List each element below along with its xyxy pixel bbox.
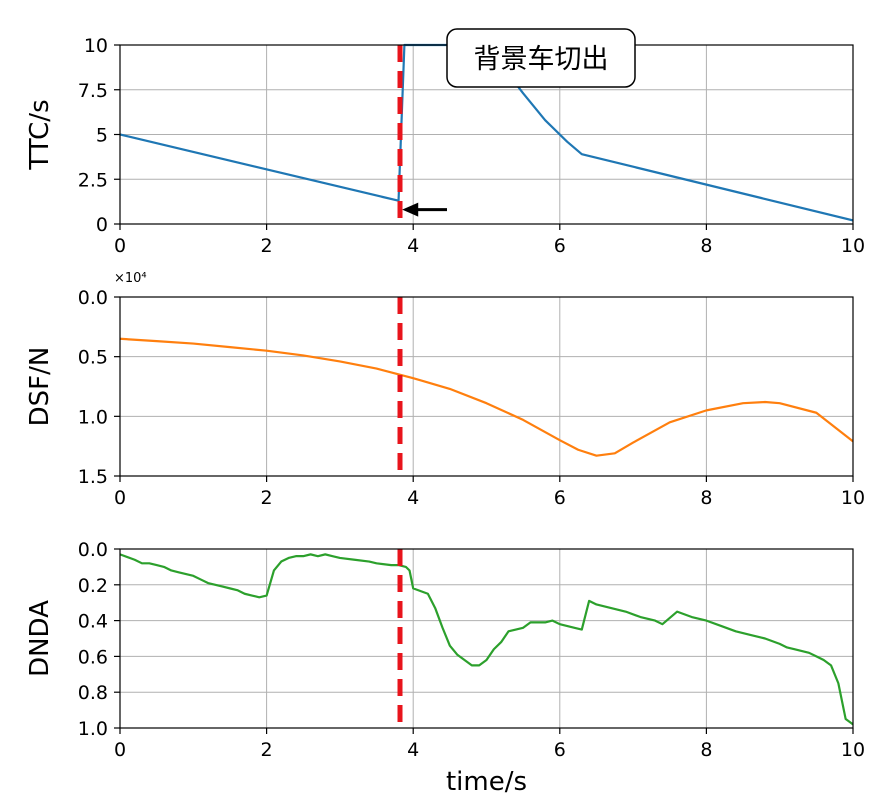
chart-panel-3: 0 2 4 6 8 10 0.0 0.2 0.4 0.6 0.8 1.0 DNDA time/s [25,539,865,797]
y-tick-label: 10 [84,35,108,57]
y-tick-label: 1.5 [78,466,108,488]
y-tick-label: 0.4 [78,611,108,633]
y-tick-label: 5 [96,125,108,147]
annotation-text: 背景车切出 [474,44,609,75]
y-tick-label: 1.0 [78,406,108,428]
annotation-box [446,28,636,88]
axis-offset-label: ×10⁴ [114,271,147,286]
x-tick-label: 0 [114,739,126,761]
y-tick-label: 0.5 [78,347,108,369]
x-tick-label: 10 [841,739,865,761]
y-axis-label: DNDA [25,600,55,677]
x-tick-label: 2 [261,235,273,257]
x-tick-label: 10 [841,487,865,509]
x-tick-label: 4 [407,739,419,761]
x-tick-label: 8 [700,487,712,509]
y-tick-label: 2.5 [78,169,108,191]
y-tick-label: 0.8 [78,682,108,704]
chart-panel-1: 0 2 4 6 8 10 0 2.5 5 7.5 10 TTC/s 背景车切出 [25,28,865,257]
series-line-2-1 [120,337,853,457]
y-tick-label: 0.0 [78,287,108,309]
x-tick-label: 10 [841,235,865,257]
y-tick-label: 1.0 [78,718,108,740]
y-tick-label: 7.5 [78,80,108,102]
x-axis-label: time/s [446,767,527,797]
x-tick-label: 6 [554,739,566,761]
y-tick-label: 0.0 [78,539,108,561]
x-tick-label: 0 [114,235,126,257]
plot-frame [119,296,854,477]
x-tick-label: 0 [114,487,126,509]
x-tick-label: 8 [700,739,712,761]
series-line-3-1 [120,553,853,726]
x-tick-label: 6 [554,487,566,509]
x-tick-label: 2 [261,739,273,761]
x-tick-label: 6 [554,235,566,257]
y-axis-label: DSF/N [25,347,55,427]
x-tick-label: 8 [700,235,712,257]
plot-frame [119,548,854,729]
y-tick-label: 0 [96,214,108,236]
y-tick-label: 0.6 [78,646,108,668]
y-axis-label: TTC/s [25,99,55,170]
annotation: 背景车切出 [402,28,636,217]
x-tick-label: 2 [261,487,273,509]
chart-panel-2: 0 2 4 6 8 10 0.0 0.5 1.0 1.5 DSF/N ×10⁴ [25,271,865,509]
y-tick-label: 0.2 [78,575,108,597]
annotation-arrow-head [402,202,419,217]
x-tick-label: 4 [407,487,419,509]
x-tick-label: 4 [407,235,419,257]
